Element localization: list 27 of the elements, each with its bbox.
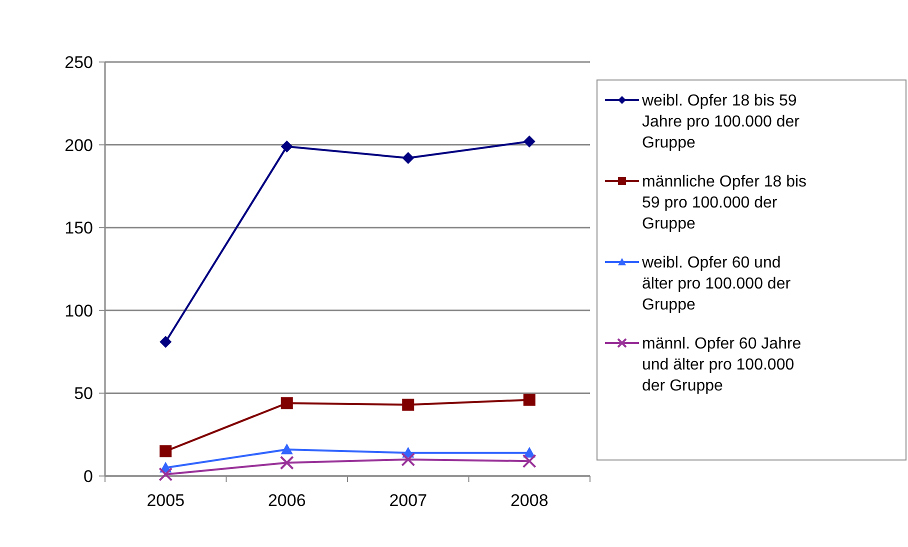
point [158, 467, 173, 482]
y-tick-label: 150 [64, 218, 93, 238]
x-tick-label: 2006 [268, 491, 306, 510]
point [280, 444, 293, 454]
point [522, 454, 536, 468]
legend-label: weibl. Opfer 18 bis 59 Jahre pro 100.000 der Gruppe [641, 92, 800, 152]
legend-label: weibl. Opfer 60 und älter pro 100.000 der Gruppe [641, 254, 792, 314]
y-tick-label: 100 [64, 301, 93, 320]
x-tick-label: 2005 [146, 491, 185, 510]
legend-label: männl. Opfer 60 Jahre und älter pro 100.000 der Gruppe [642, 336, 802, 395]
point [402, 152, 414, 164]
x-tick-label: 2007 [389, 491, 428, 510]
y-tick-label: 250 [64, 52, 93, 72]
legend-label: männliche Opfer 18 bis 59 pro 100.000 der Gruppe [642, 174, 807, 233]
point [402, 398, 414, 411]
point [401, 452, 416, 466]
point [280, 397, 293, 410]
point [523, 135, 536, 148]
point [280, 140, 293, 152]
y-tick-label: 200 [64, 136, 93, 155]
point [280, 456, 294, 470]
point [160, 445, 172, 458]
point [160, 336, 172, 348]
x-tick-label: 2008 [510, 491, 548, 510]
y-tick-label: 0 [84, 466, 93, 486]
y-tick-label: 50 [74, 384, 93, 404]
point [523, 394, 536, 406]
